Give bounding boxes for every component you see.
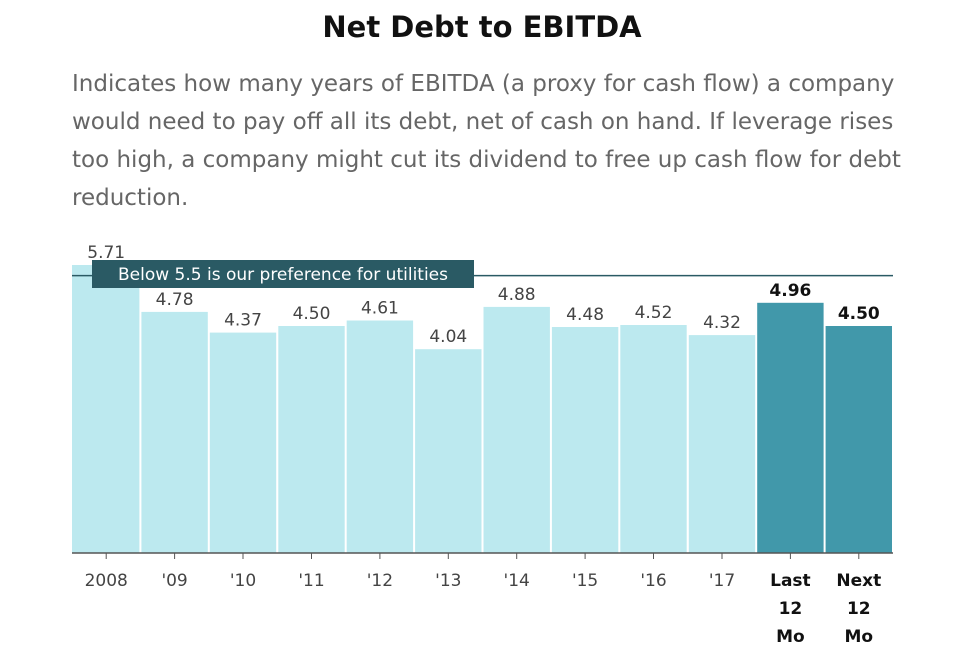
x-tick-label: '09 <box>161 571 187 591</box>
bar <box>72 265 140 553</box>
bar <box>415 349 482 553</box>
value-label: 4.78 <box>156 290 194 310</box>
bar <box>825 326 892 553</box>
x-tick-label: '14 <box>504 571 530 591</box>
bar <box>620 325 687 553</box>
x-tick-label: '13 <box>435 571 461 591</box>
bar <box>209 332 277 553</box>
value-label: 4.50 <box>293 304 331 324</box>
bar <box>688 335 756 553</box>
x-tick-label: 2008 <box>85 571 128 591</box>
value-label: 4.50 <box>838 304 880 324</box>
reference-label-box <box>92 260 474 288</box>
chart-subtitle: Indicates how many years of EBITDA (a pr… <box>72 71 901 211</box>
x-tick-label: Next 12 Mo <box>836 571 881 647</box>
bar <box>551 327 619 553</box>
x-tick-label: '12 <box>367 571 393 591</box>
value-label: 4.32 <box>703 313 741 333</box>
x-tick-label: '10 <box>230 571 256 591</box>
x-tick-label: '15 <box>572 571 598 591</box>
bar <box>278 326 345 553</box>
x-tick-label: '16 <box>640 571 666 591</box>
value-label: 4.52 <box>635 303 673 323</box>
value-label: 4.61 <box>361 299 399 319</box>
value-label: 4.37 <box>224 311 262 331</box>
reference-label: Below 5.5 is our preference for utilitie… <box>118 265 448 285</box>
x-tick-label: '11 <box>298 571 324 591</box>
bar <box>757 302 824 553</box>
bar <box>141 311 208 553</box>
value-label: 4.04 <box>429 327 467 347</box>
value-label: 4.96 <box>769 281 811 301</box>
x-tick-label: Last 12 Mo <box>770 571 811 647</box>
value-label: 4.88 <box>498 285 536 305</box>
chart-title: Net Debt to EBITDA <box>322 10 642 44</box>
value-label: 4.48 <box>566 305 604 325</box>
x-tick-label: '17 <box>709 571 735 591</box>
bar <box>346 320 414 553</box>
bar <box>483 306 550 553</box>
